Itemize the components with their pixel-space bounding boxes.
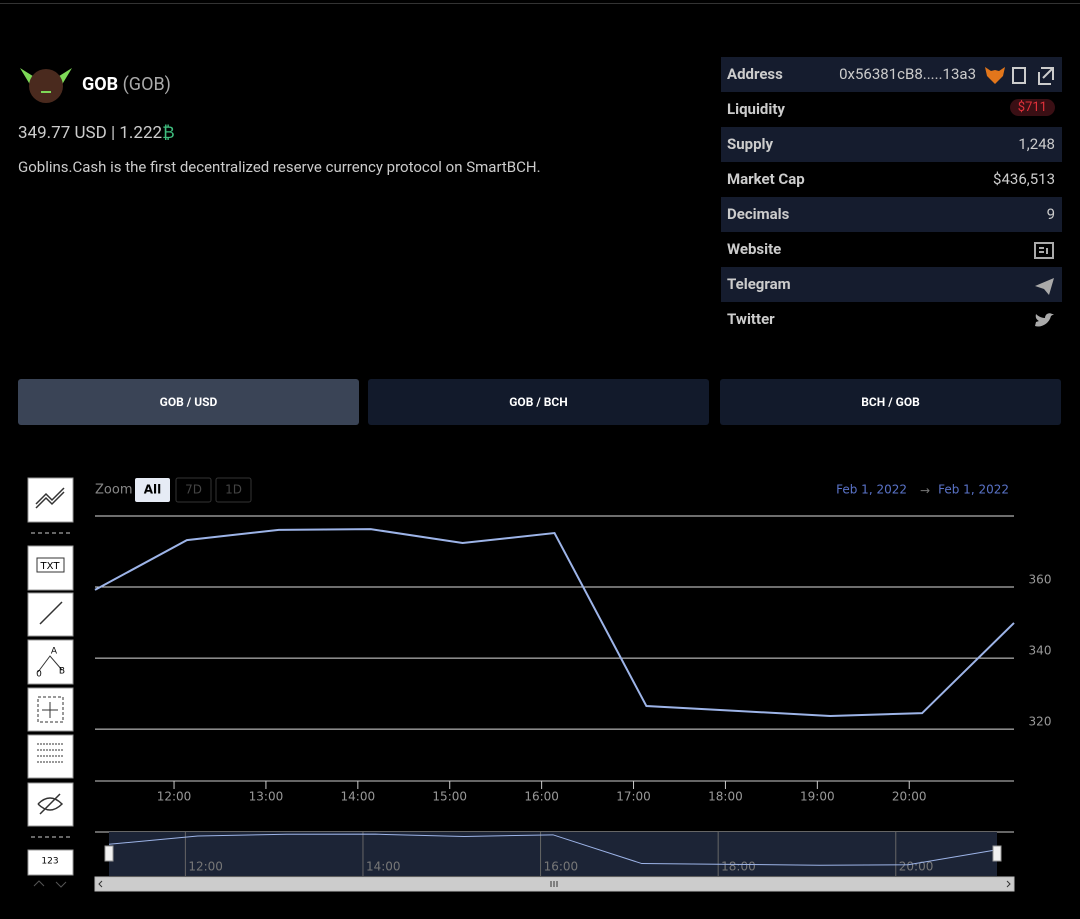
navigator-label: 16:00 [544,860,579,874]
stat-label: Supply [727,135,774,153]
token-name: GOB (GOB) [82,74,171,95]
navigator-handle[interactable] [104,845,114,862]
x-tick-label: 20:00 [892,790,927,804]
tool-icon [39,601,63,625]
icon[interactable] [1033,310,1055,332]
stat-value: 9 [1046,205,1055,223]
stat-row: Address 0x56381cB8.....13a3 [721,57,1062,92]
tab[interactable]: BCH / GOB [720,379,1061,425]
tool-icon [36,557,65,573]
tool-button[interactable] [27,477,74,523]
zoom-label: Zoom [95,483,132,498]
separator: | [110,123,116,143]
price: 349.77 USD | 1.222₿ [18,123,175,143]
tool-icon [37,696,64,723]
x-tick-label: 15:00 [432,790,467,804]
stat-label: Liquidity [727,100,785,118]
zoom-button-label[interactable]: 1D [225,483,242,497]
tool-text: B [59,667,65,677]
date-to: Feb 1, 2022 [938,483,1009,497]
tool-icon [37,655,63,673]
usd: USD [74,123,107,143]
tool-text: TXT [40,561,61,572]
tool-icon [37,743,64,763]
scroll-arrows [33,880,67,888]
navigator-handle[interactable] [992,845,1002,862]
chart: TXT AB 0 123 Zoom All 7D 1D Feb 1, 2022 → Feb 1, 2… [27,477,1052,892]
x-tick-label: 16:00 [524,790,559,804]
navigator-label: 18:00 [721,860,756,874]
tool-text: 0 [36,670,42,680]
price-bch: 1.222 [119,123,163,143]
stat-row: Liquidity $711 [721,92,1062,127]
series-line [94,528,1015,717]
tab[interactable]: GOB / USD [18,379,359,425]
tool-icon [37,793,64,815]
stat-value: $436,513 [993,170,1055,188]
tab[interactable]: GOB / BCH [368,379,709,425]
navigator-label: 20:00 [899,860,934,874]
x-tick-label: 14:00 [341,790,376,804]
x-tick-label: 12:00 [157,790,192,804]
symbol: (GOB) [122,74,171,95]
zoom-button[interactable] [175,477,212,503]
stat-row: Decimals 9 [721,197,1062,232]
stat-value: 0x56381cB8.....13a3 [839,65,976,83]
name: GOB [82,74,119,95]
stat-row: Telegram [721,267,1062,302]
tool-text: A [51,647,58,657]
stat-row: Website [721,232,1062,267]
x-tick-label: 19:00 [800,790,835,804]
stat-label: Market Cap [727,170,805,188]
navigator-window [109,832,997,876]
icon[interactable] [1033,240,1055,262]
zoom-button[interactable] [135,478,170,502]
top-border [0,3,1080,4]
tool-button[interactable] [27,639,74,685]
stat-label: Address [727,65,783,83]
zoom-button[interactable] [215,477,252,503]
description: Goblins.Cash is the first decentralized … [18,158,541,176]
scrollbar-arrows [98,880,1011,888]
stat-row: Market Cap $436,513 [721,162,1062,197]
tool-text: 123 [41,857,58,867]
stat-value: $711 [1009,99,1055,116]
stat-label: Decimals [727,205,790,223]
stat-label: Website [727,240,782,258]
navigator-line [108,833,998,866]
logo [20,68,72,103]
tool-icon [42,702,58,718]
y-tick-label: 340 [1029,644,1052,658]
zoom-button-label[interactable]: All [144,483,162,497]
icon[interactable] [1033,275,1055,297]
bch-symbol: ₿ [162,123,175,143]
tool-button[interactable] [27,545,74,591]
stat-value: 1,248 [1018,135,1055,153]
stat-row: Twitter [721,302,1062,337]
stat-label: Twitter [727,310,775,328]
icon[interactable] [983,64,1055,86]
navigator-label: 12:00 [188,860,223,874]
x-tick-label: 17:00 [616,790,651,804]
tool-icon [35,487,65,509]
x-tick-label: 18:00 [708,790,743,804]
date-from: Feb 1, 2022 [836,483,907,497]
tool-button[interactable] [27,849,74,876]
y-tick-label: 320 [1029,715,1052,729]
y-tick-label: 360 [1029,573,1052,587]
price-usd: 349.77 [18,123,71,143]
zoom-button-label[interactable]: 7D [185,483,202,497]
stat-label: Telegram [727,275,791,293]
x-tick-label: 13:00 [249,790,284,804]
stat-row: Supply 1,248 [721,127,1062,162]
navigator-label: 14:00 [366,860,401,874]
date-arrow: → [920,484,930,498]
